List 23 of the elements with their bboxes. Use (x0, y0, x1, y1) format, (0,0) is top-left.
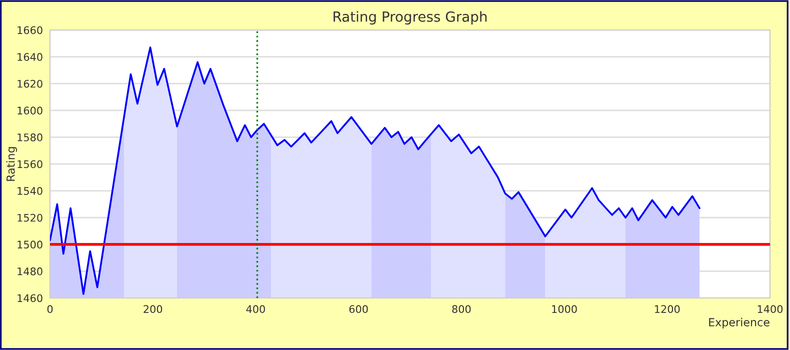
x-tick-label: 800 (452, 305, 471, 314)
y-tick-label: 1520 (18, 214, 42, 222)
y-tick-label: 1620 (18, 80, 42, 88)
y-tick-label: 1640 (18, 53, 42, 61)
x-tick-label: 1400 (758, 305, 783, 314)
y-tick-label: 1460 (18, 294, 42, 302)
chart-title: Rating Progress Graph (334, 11, 487, 25)
y-tick-label: 1600 (18, 106, 42, 115)
y-tick-label: 1500 (18, 240, 42, 249)
x-tick-label: 0 (47, 305, 53, 314)
x-axis-title: Experience (709, 318, 770, 329)
y-tick-label: 1660 (18, 26, 42, 34)
y-axis-title: Rating (6, 147, 17, 181)
x-tick-label: 1200 (655, 305, 680, 314)
y-tick-label: 1560 (18, 160, 42, 168)
y-tick-label: 1580 (18, 133, 42, 142)
x-tick-label: 1000 (552, 305, 577, 314)
x-tick-label: 600 (349, 305, 368, 314)
x-tick-label: 200 (144, 305, 162, 314)
y-tick-label: 1480 (18, 267, 42, 276)
y-tick-label: 1540 (18, 187, 42, 195)
x-tick-label: 400 (246, 305, 265, 314)
line-series (50, 46, 700, 295)
